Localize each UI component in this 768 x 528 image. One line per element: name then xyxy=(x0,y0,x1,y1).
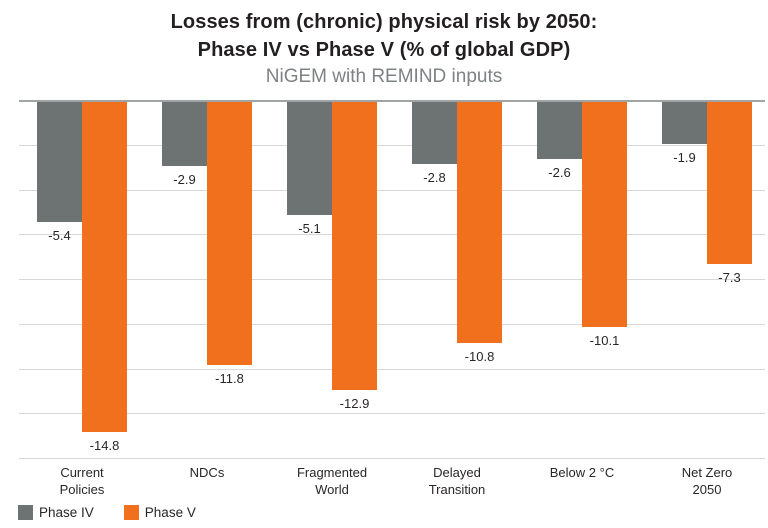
legend-item-phase-v: Phase V xyxy=(123,505,196,520)
bar-phase-v-fragmented-world xyxy=(332,101,377,390)
value-label-phase-iv-below-2-c: -2.6 xyxy=(548,165,571,181)
gridline xyxy=(19,189,765,191)
bar-phase-iv-ndcs xyxy=(162,101,207,166)
category-label-below-2-c: Below 2 °C xyxy=(549,465,615,480)
value-label-phase-iv-fragmented-world: -5.1 xyxy=(298,221,321,237)
value-label-phase-iv-ndcs: -2.9 xyxy=(173,171,196,187)
bar-phase-v-ndcs xyxy=(207,101,252,366)
gridline xyxy=(19,234,765,236)
value-label-phase-v-below-2-c: -10.1 xyxy=(589,332,620,348)
legend-swatch-phase-iv xyxy=(18,505,33,520)
category-label-ndcs: NDCs xyxy=(189,465,225,480)
value-label-phase-iv-net-zero-2050: -1.9 xyxy=(673,149,696,165)
category-labels: Current Policies NDCs Fragmented World Dela… xyxy=(19,464,765,502)
value-label-phase-iv-current-policies: -5.4 xyxy=(48,227,71,243)
legend-label-phase-iv: Phase IV xyxy=(39,505,94,520)
bar-phase-iv-below-2-c xyxy=(537,101,582,160)
legend-item-phase-iv: Phase IV xyxy=(18,505,94,520)
zero-axis-line xyxy=(19,100,765,102)
bar-phase-v-net-zero-2050 xyxy=(707,101,752,265)
value-label-phase-v-current-policies: -14.8 xyxy=(89,438,120,454)
category-label-delayed-transition: Delayed Transition xyxy=(428,465,486,497)
bar-phase-iv-fragmented-world xyxy=(287,101,332,216)
bar-phase-v-delayed-transition xyxy=(457,101,502,343)
gridline xyxy=(19,323,765,325)
value-label-phase-v-ndcs: -11.8 xyxy=(215,371,244,387)
value-label-phase-v-net-zero-2050: -7.3 xyxy=(718,270,741,286)
category-label-net-zero-2050: Net Zero 2050 xyxy=(681,465,733,497)
bar-phase-v-below-2-c xyxy=(582,101,627,327)
category-label-current-policies: Current Policies xyxy=(59,465,105,497)
bar-phase-iv-net-zero-2050 xyxy=(662,101,707,144)
gridline xyxy=(19,368,765,370)
value-label-phase-v-fragmented-world: -12.9 xyxy=(339,395,370,411)
bar-phase-iv-delayed-transition xyxy=(412,101,457,164)
bar-phase-v-current-policies xyxy=(82,101,127,433)
chart-title-line1: Losses from (chronic) physical risk by 2… xyxy=(170,11,598,33)
value-label-phase-iv-delayed-transition: -2.8 xyxy=(423,169,446,185)
chart-subtitle: NiGEM with REMIND inputs xyxy=(265,66,503,87)
gridline xyxy=(19,458,765,459)
gridline xyxy=(19,413,765,415)
gridline xyxy=(19,279,765,280)
legend-swatch-phase-v xyxy=(123,505,139,520)
category-label-fragmented-world: Fragmented World xyxy=(296,465,368,497)
bar-phase-iv-current-policies xyxy=(37,101,82,222)
gridline xyxy=(19,144,765,146)
legend-label-phase-v: Phase V xyxy=(144,505,196,520)
title-block: Losses from (chronic) physical risk by 2… xyxy=(0,8,768,90)
value-label-phase-v-delayed-transition: -10.8 xyxy=(464,348,495,364)
plot-area: -5.4 -2.9 -5.1 -2.8 -2.6 -1.9 -14.8 -11.8 -12.9 -… xyxy=(19,100,765,459)
legend: Phase IV Phase V xyxy=(18,505,196,520)
chart-title-line2: Phase IV vs Phase V (% of global GDP) xyxy=(197,39,571,61)
